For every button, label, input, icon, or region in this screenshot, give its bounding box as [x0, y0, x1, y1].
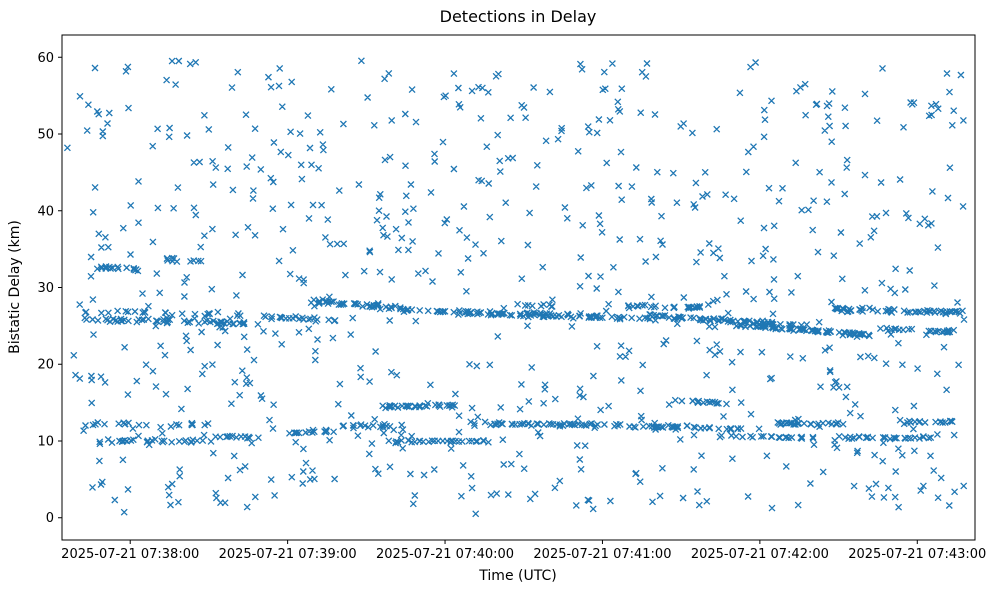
- scatter-points: [63, 57, 968, 518]
- y-tick-label: 10: [37, 434, 54, 449]
- y-tick-label: 40: [37, 204, 54, 219]
- y-axis-label: Bistatic Delay (km): [7, 220, 23, 354]
- y-tick-label: 60: [37, 51, 54, 66]
- x-tick-label: 2025-07-21 07:42:00: [691, 547, 829, 562]
- x-tick-label: 2025-07-21 07:43:00: [848, 547, 986, 562]
- x-axis-label: Time (UTC): [478, 568, 556, 584]
- y-tick-label: 0: [46, 511, 54, 526]
- y-tick-label: 30: [37, 281, 54, 296]
- x-tick-label: 2025-07-21 07:39:00: [219, 547, 357, 562]
- y-tick-label: 50: [37, 128, 54, 143]
- plot-area: 2025-07-21 07:38:00 2025-07-21 07:39:00 20…: [37, 34, 986, 562]
- x-tick-label: 2025-07-21 07:41:00: [533, 547, 671, 562]
- x-tick-label: 2025-07-21 07:40:00: [376, 547, 514, 562]
- y-tick-label: 20: [37, 358, 54, 373]
- axes-spines: [61, 34, 976, 541]
- chart-title: Detections in Delay: [440, 7, 597, 26]
- x-tick-label: 2025-07-21 07:38:00: [61, 547, 199, 562]
